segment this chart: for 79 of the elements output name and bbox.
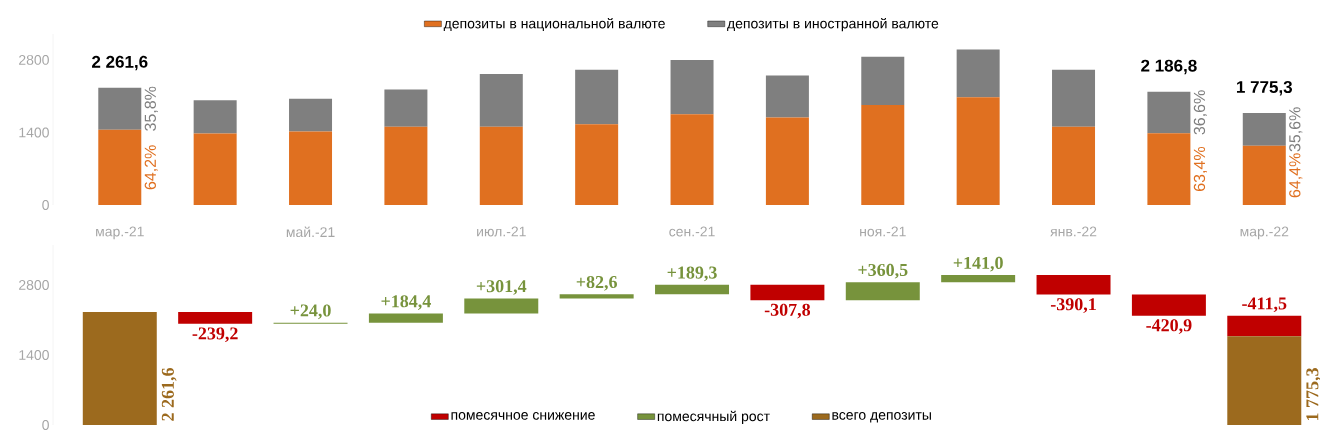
bar — [98, 87, 142, 130]
bar — [82, 311, 157, 425]
annotation: 36,6% — [1193, 90, 1207, 135]
y-tick-label: 2800 — [19, 54, 49, 65]
bar — [1052, 69, 1096, 127]
x-tick-label: ноя.-21 — [860, 226, 906, 237]
annotation: 35,8% — [144, 86, 158, 131]
annotation: 35,6% — [1289, 107, 1303, 152]
bar — [956, 97, 1000, 205]
total-label: 1 775,3 — [1236, 80, 1293, 96]
bar — [861, 56, 905, 105]
bar — [98, 129, 142, 205]
bar — [559, 294, 634, 299]
y-tick-label: 0 — [42, 200, 49, 210]
bar — [655, 284, 730, 295]
x-tick-label: мар.-22 — [1240, 226, 1289, 240]
data-label: +360,5 — [858, 263, 908, 279]
data-label: -411,5 — [1242, 297, 1287, 313]
bar — [368, 313, 443, 323]
bar — [750, 284, 825, 301]
data-label: -239,2 — [192, 327, 238, 343]
data-label: +24,0 — [290, 304, 331, 320]
data-label: -420,9 — [1146, 319, 1192, 334]
y-tick-label: 0 — [42, 420, 49, 430]
bar — [178, 311, 253, 324]
data-label: +301,4 — [476, 280, 527, 295]
data-label: +82,6 — [576, 275, 617, 291]
data-label: +189,3 — [667, 266, 717, 282]
bar — [845, 282, 920, 301]
data-label: -390,1 — [1050, 298, 1096, 313]
bar — [384, 126, 428, 205]
y-tick-label: 2800 — [19, 280, 49, 290]
bar — [765, 75, 809, 118]
legend-label: депозиты в национальной валюте — [443, 17, 665, 32]
bar — [479, 73, 523, 127]
legend-label: помесячное снижение — [451, 412, 595, 420]
bar — [1052, 126, 1096, 205]
bar — [575, 124, 619, 205]
bar — [1227, 315, 1302, 337]
bar — [1147, 91, 1191, 134]
x-tick-label: июл.-21 — [477, 226, 526, 237]
y-tick-label: 1400 — [19, 350, 49, 360]
data-label: +141,0 — [953, 256, 1003, 272]
bar — [479, 126, 523, 205]
legend-label: депозиты в иностранной валюте — [727, 17, 939, 32]
annotation: 64,2% — [144, 145, 158, 190]
data-label: 2 261,6 — [161, 367, 177, 421]
legend-label: всего депозиты — [832, 412, 931, 423]
y-tick-label: 1400 — [19, 127, 49, 138]
annotation: 63,4% — [1193, 146, 1207, 191]
bar — [670, 114, 714, 205]
bar — [289, 98, 333, 132]
data-label: -307,8 — [764, 303, 811, 319]
bar — [1131, 294, 1206, 316]
bar — [575, 69, 619, 125]
x-tick-label: май.-21 — [286, 226, 335, 238]
legend-label: помесячный рост — [657, 410, 770, 424]
total-label: 2 186,8 — [1141, 59, 1197, 75]
bar — [1227, 336, 1302, 425]
x-tick-label: сен.-21 — [669, 226, 715, 237]
bar — [861, 104, 905, 205]
data-label: +184,4 — [381, 295, 431, 310]
bar — [956, 49, 1000, 98]
annotation: 64,4% — [1289, 153, 1303, 198]
bar — [193, 133, 237, 205]
bar — [464, 298, 539, 314]
total-label: 2 261,6 — [92, 55, 148, 71]
bar — [1242, 145, 1286, 205]
bar — [1147, 133, 1191, 205]
bar — [384, 89, 428, 127]
bar — [289, 131, 333, 205]
bar — [193, 100, 237, 134]
bar — [1036, 275, 1111, 295]
x-tick-label: янв.-22 — [1050, 226, 1097, 237]
x-tick-label: мар.-21 — [96, 226, 144, 240]
bar — [670, 59, 714, 115]
bar — [765, 117, 809, 205]
bar — [1242, 113, 1286, 146]
bar — [941, 275, 1016, 283]
